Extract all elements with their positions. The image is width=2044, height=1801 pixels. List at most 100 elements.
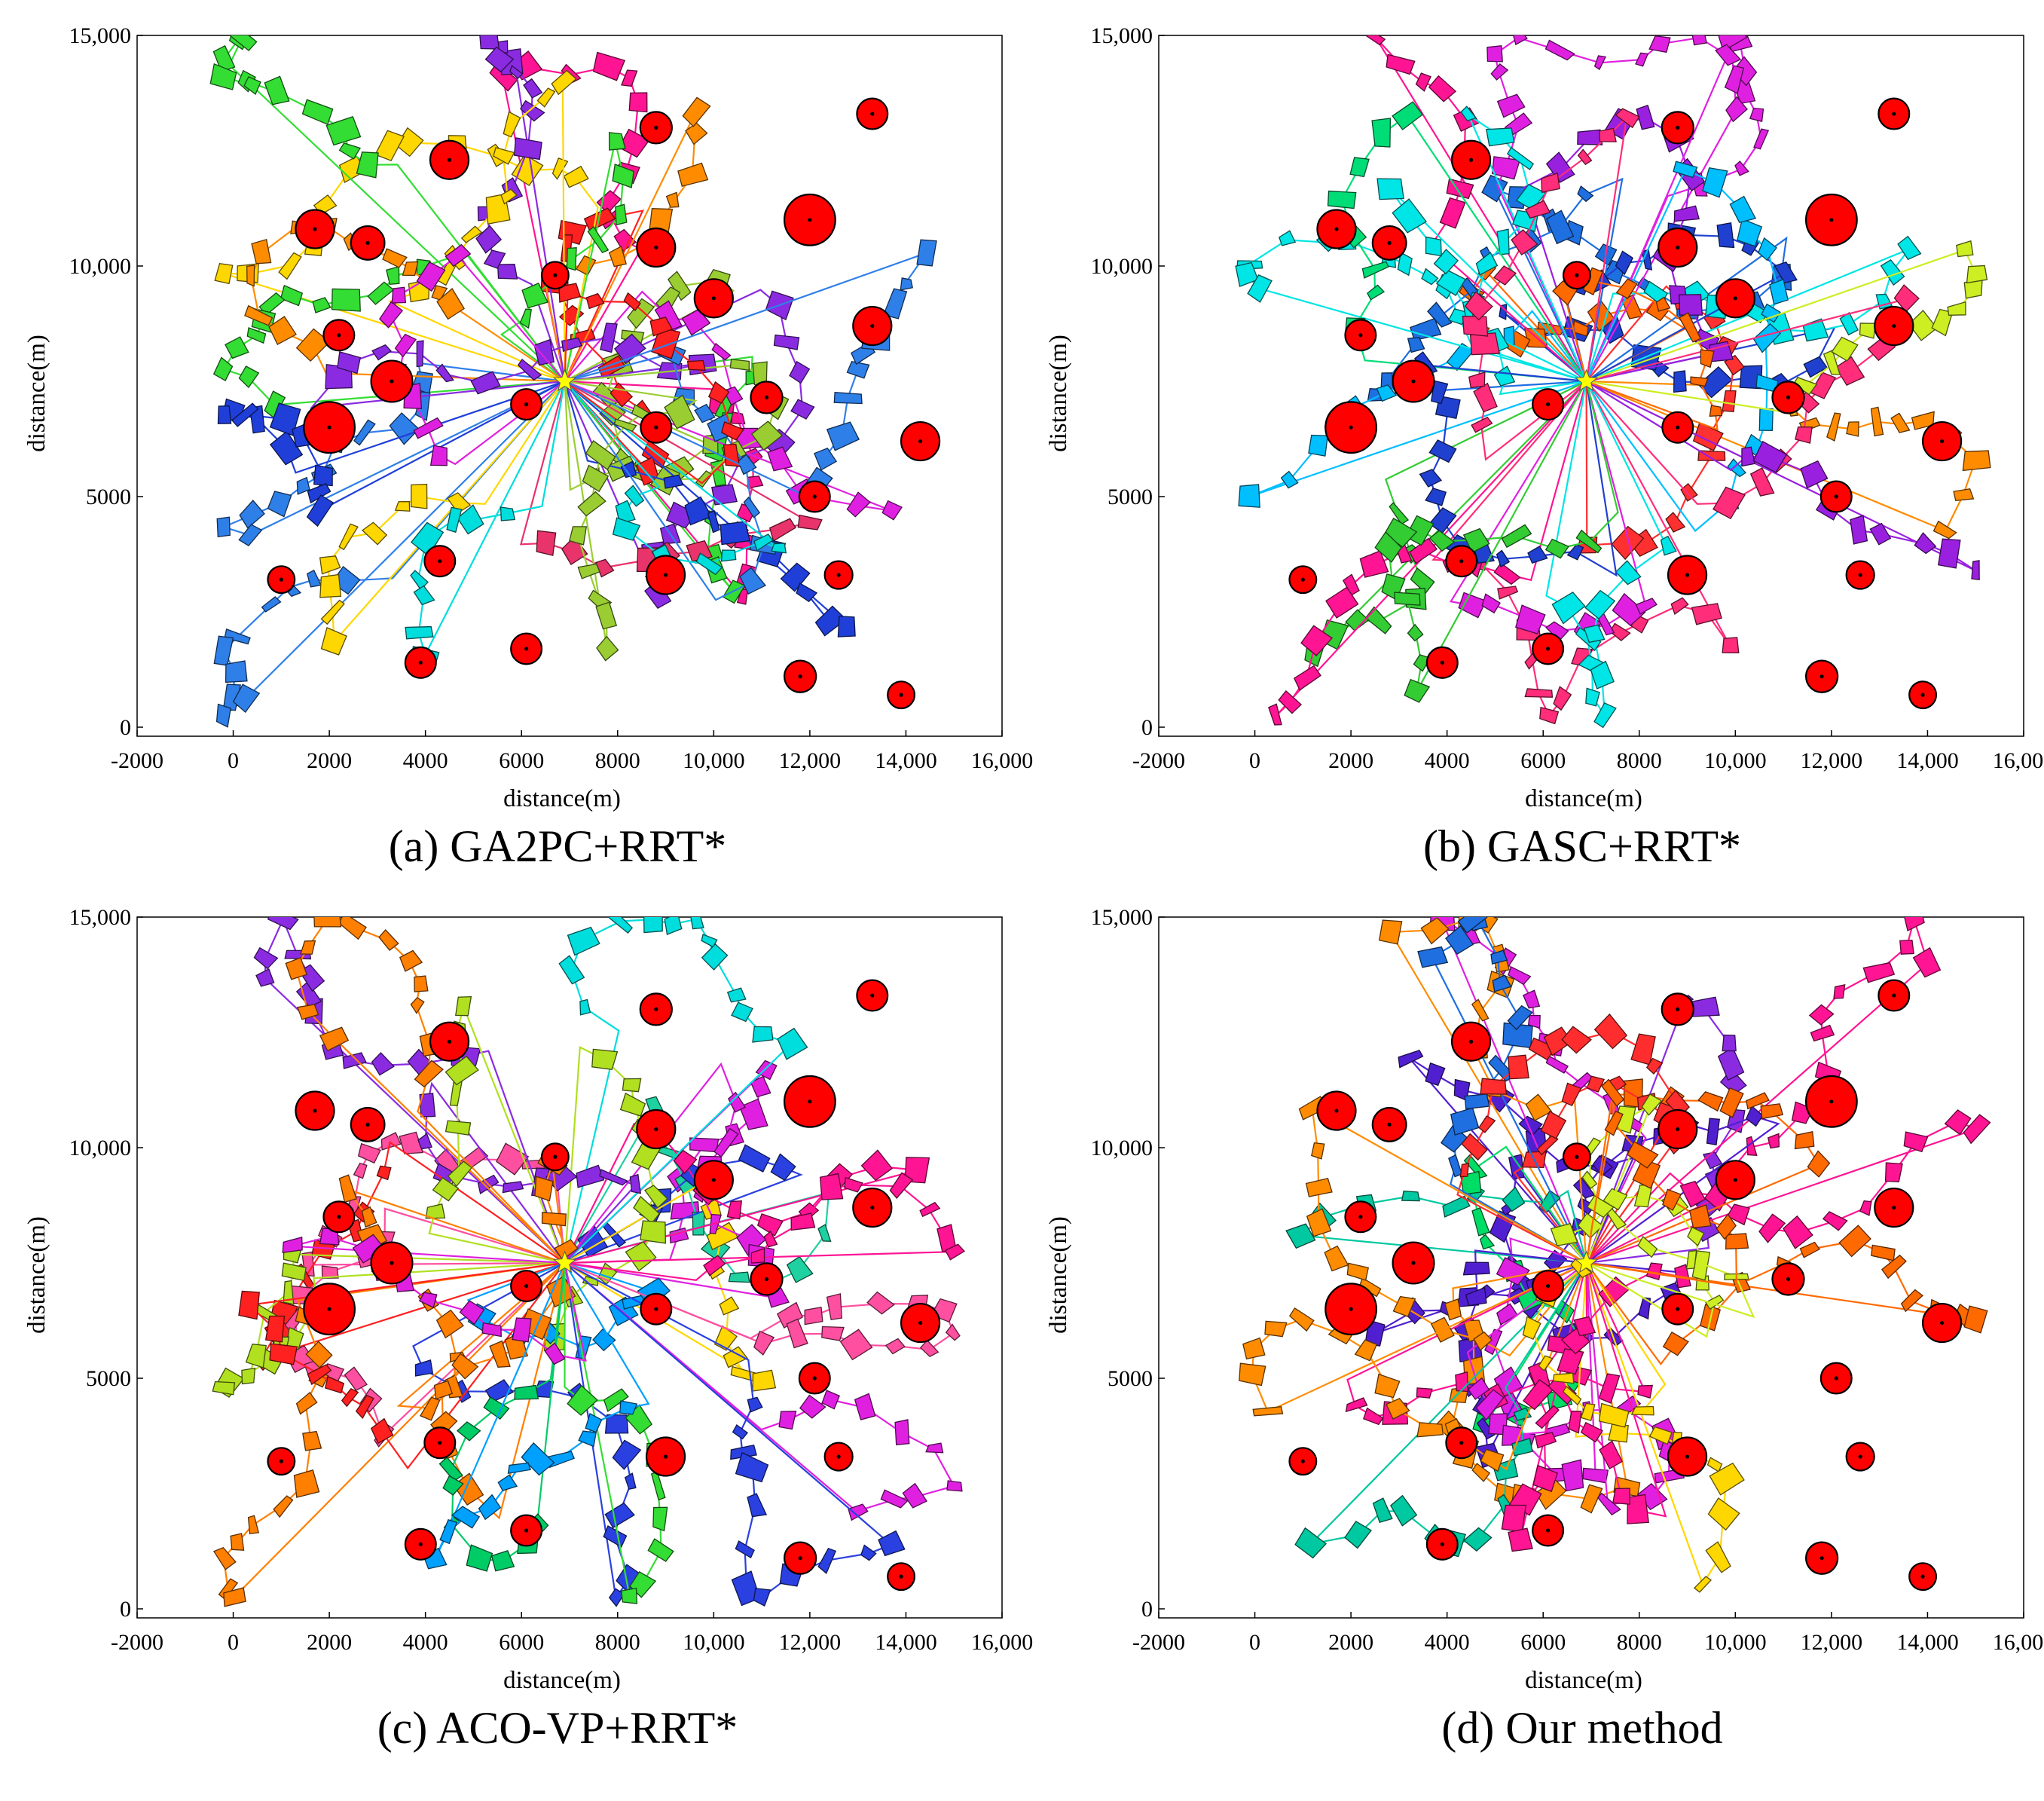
- coverage-area: [1425, 1062, 1446, 1087]
- coverage-area: [804, 1306, 823, 1326]
- obstacle-center: [1358, 333, 1363, 338]
- coverage-area: [1553, 1372, 1575, 1384]
- coverage-area: [711, 484, 738, 506]
- coverage-area: [1431, 380, 1449, 405]
- x-tick-label: 2000: [307, 1630, 352, 1655]
- obstacle-center: [1733, 1178, 1737, 1182]
- coverage-area: [817, 1547, 837, 1574]
- coverage-area: [1471, 1206, 1490, 1237]
- obstacle-center: [1334, 1108, 1339, 1113]
- coverage-area: [945, 1323, 961, 1341]
- coverage-area: [503, 111, 521, 138]
- x-tick-label: 0: [1249, 748, 1260, 773]
- coverage-area: [752, 361, 768, 387]
- coverage-area: [561, 536, 588, 566]
- panel-c: -2000 0 2000 4000 6000 8000 10,000 12,000 14,000…: [23, 905, 1033, 1694]
- coverage-area: [1416, 1422, 1444, 1438]
- coverage-area: [1465, 1286, 1487, 1307]
- coverage-area: [281, 1262, 307, 1282]
- coverage-area: [1724, 65, 1745, 94]
- coverage-area: [264, 75, 290, 105]
- coverage-area: [523, 78, 543, 99]
- coverage-area: [1705, 1295, 1725, 1310]
- coverage-area: [1467, 1377, 1490, 1400]
- coverage-area: [790, 399, 815, 420]
- y-tick-label: 0: [120, 1597, 131, 1622]
- y-tick-label: 10,000: [1091, 1136, 1153, 1160]
- obstacle-center: [447, 1039, 452, 1044]
- coverage-area: [627, 298, 655, 329]
- coverage-area: [481, 1322, 502, 1338]
- coverage-area: [624, 1472, 637, 1490]
- coverage-area: [1305, 1177, 1333, 1197]
- coverage-area: [536, 530, 557, 556]
- coverage-area: [728, 1091, 747, 1113]
- coverage-area: [306, 494, 335, 527]
- coverage-area: [1749, 467, 1775, 497]
- coverage-area: [1428, 439, 1457, 463]
- coverage-area: [1687, 1226, 1705, 1247]
- coverage-area: [493, 147, 515, 165]
- coverage-area: [475, 225, 503, 254]
- coverage-area: [1734, 161, 1749, 176]
- coverage-area: [1870, 406, 1884, 437]
- coverage-area: [1496, 1303, 1518, 1326]
- coverage-area: [1563, 1385, 1582, 1406]
- coverage-area: [713, 1127, 739, 1158]
- coverage-area: [439, 1519, 458, 1545]
- x-tick-label: 16,000: [1993, 1630, 2044, 1655]
- coverage-area: [644, 1185, 668, 1209]
- coverage-area: [732, 1424, 749, 1440]
- coverage-area: [459, 1300, 485, 1326]
- obstacle-center: [1920, 1574, 1925, 1579]
- coverage-area: [1535, 1405, 1560, 1429]
- x-tick-label: 6000: [1520, 1630, 1566, 1655]
- coverage-area: [881, 500, 903, 521]
- obstacle-center: [438, 559, 442, 564]
- coverage-area: [819, 1173, 844, 1200]
- y-tick-label: 15,000: [69, 905, 132, 930]
- coverage-area: [209, 63, 237, 90]
- coverage-area: [686, 359, 706, 372]
- coverage-area: [331, 288, 361, 312]
- coverage-area: [703, 1255, 726, 1277]
- coverage-area: [1409, 537, 1438, 564]
- coverage-area: [673, 1149, 698, 1174]
- coverage-area: [1508, 966, 1532, 986]
- coverage-area: [723, 1346, 748, 1368]
- coverage-area: [726, 1200, 742, 1220]
- coverage-area: [371, 344, 392, 361]
- coverage-area: [1690, 376, 1709, 387]
- coverage-area: [1641, 1093, 1663, 1116]
- coverage-area: [1410, 317, 1442, 341]
- coverage-area: [826, 1293, 843, 1321]
- coverage-area: [773, 334, 800, 350]
- coverage-area: [1808, 1004, 1835, 1026]
- coverage-area: [1582, 267, 1604, 296]
- coverage-area: [244, 304, 273, 326]
- obstacle-center: [1546, 1528, 1551, 1533]
- x-tick-label: 8000: [595, 748, 640, 773]
- coverage-area: [544, 1342, 566, 1365]
- coverage-area: [711, 342, 732, 361]
- coverage-area: [1673, 205, 1700, 222]
- obstacle-center: [1459, 1441, 1464, 1445]
- coverage-area: [394, 333, 417, 358]
- y-tick-label: 15,000: [69, 23, 132, 48]
- coverage-area: [1581, 1170, 1598, 1190]
- coverage-area: [608, 132, 626, 151]
- coverage-area: [241, 1367, 256, 1385]
- coverage-area: [894, 1419, 910, 1445]
- coverage-area: [1648, 35, 1671, 54]
- coverage-area: [261, 596, 282, 613]
- coverage-area: [478, 1494, 502, 1521]
- coverage-area: [1826, 412, 1841, 442]
- coverage-area: [445, 1120, 472, 1136]
- obstacle-center: [812, 494, 817, 499]
- coverage-area: [470, 371, 501, 395]
- coverage-area: [776, 1301, 803, 1329]
- coverage-area: [860, 1149, 894, 1182]
- coverage-area: [1242, 1337, 1266, 1360]
- coverage-area: [1586, 1194, 1615, 1219]
- y-tick-label: 15,000: [1091, 905, 1153, 930]
